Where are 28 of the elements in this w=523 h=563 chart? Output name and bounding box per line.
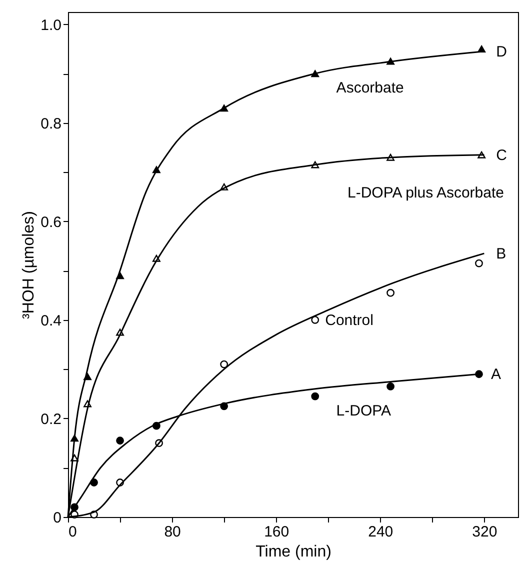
y-tick-label: 1.0	[40, 16, 62, 34]
series-label: L-DOPA	[336, 402, 392, 420]
x-tick-label: 240	[368, 524, 394, 540]
y-axis-title: ³HOH (µmoles)	[20, 211, 38, 319]
y-tick-label: 0.6	[40, 214, 62, 231]
point	[386, 288, 394, 297]
point	[386, 382, 394, 390]
series-label: Ascorbate	[336, 80, 404, 97]
text: L-DOPA plus Ascorbate	[348, 184, 504, 202]
annotation: A	[490, 366, 501, 384]
x-axis-title: Time (min)	[256, 544, 332, 560]
point	[220, 360, 228, 368]
x-tick-label: 80	[164, 524, 181, 540]
x-tick-label: 320	[472, 524, 498, 540]
point	[311, 392, 320, 400]
y-tick-label: 0.2	[40, 410, 62, 428]
x-tick-label: 160	[264, 524, 290, 540]
y-tick-label: 0	[53, 510, 62, 526]
annotation: B	[496, 245, 506, 262]
point	[116, 436, 124, 445]
series-label: Control	[325, 312, 374, 329]
y-tick-label: 0.8	[40, 115, 62, 132]
annotation: C	[496, 146, 508, 164]
y-tick-label: 0.4	[40, 312, 62, 330]
x-tick-label: 0	[68, 524, 77, 540]
annotation: D	[496, 43, 508, 60]
point	[311, 316, 320, 324]
point	[475, 259, 483, 268]
